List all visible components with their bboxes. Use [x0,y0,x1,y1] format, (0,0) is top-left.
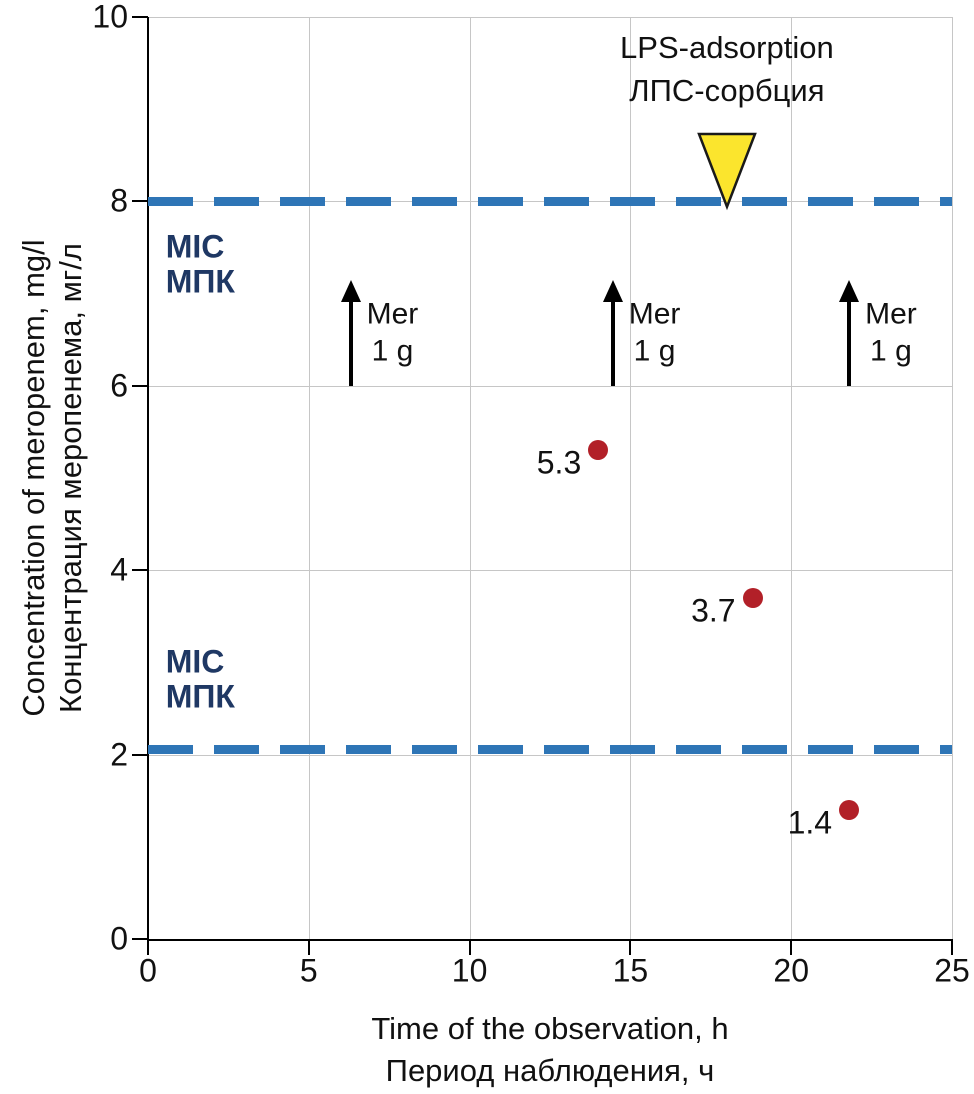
y-axis-title: Concentration of meropenem, mg/l Концент… [15,13,89,943]
gridline-vertical [952,17,953,939]
data-point-label-2: 3.7 [691,592,736,629]
y-axis-line [147,17,149,941]
y-tick-label: 2 [110,736,128,773]
gridline-vertical [630,17,632,939]
y-tick-mark [132,16,148,18]
dose-label-2-line-2: 1 g [633,334,676,368]
mic-label-1-line-1: MIC [165,228,225,265]
x-axis-line [147,939,953,941]
x-tick-mark [629,939,632,955]
dose-label-3-line-1: Mer [865,297,917,331]
y-tick-label: 10 [92,0,128,35]
x-tick-label: 10 [451,952,488,989]
dose-arrow-head-3 [839,279,860,302]
y-tick-label: 0 [110,920,128,957]
dose-arrow-line-2 [610,297,615,386]
mic-label-2-line-1: MIC [165,643,225,680]
dose-label-1-line-2: 1 g [371,334,414,368]
x-axis-title-line-2: Период наблюдения, ч [385,1052,715,1088]
y-tick-label: 6 [110,367,128,404]
event-label-line-1: LPS-adsorption [620,30,834,65]
mic-label-1: MIC МПК [165,228,235,300]
mic-label-1-line-2: МПК [165,263,235,300]
dose-label-3-line-2: 1 g [870,334,912,368]
x-tick-mark [468,939,471,955]
gridline-horizontal [148,385,952,387]
dose-arrow-head-2 [602,279,623,302]
dose-arrow-head-1 [340,279,361,302]
mic-threshold-line-2 [148,744,952,754]
event-label: LPS-adsorption ЛПС-сорбция [620,26,834,113]
dose-label-1-line-1: Mer [366,297,419,331]
gridline-vertical [791,17,793,939]
gridline-horizontal [148,570,952,572]
x-tick-label: 0 [139,952,157,989]
mic-threshold-line-8 [148,196,952,206]
data-point-label-1: 5.3 [536,444,582,481]
x-tick-label: 20 [773,952,809,989]
y-tick-mark [132,569,148,572]
y-tick-label: 8 [110,182,128,219]
dose-label-3: Mer 1 g [865,295,917,370]
data-point-3 [839,799,860,820]
x-tick-label: 25 [934,952,970,989]
gridline-vertical [469,17,471,939]
x-tick-label: 5 [299,952,318,989]
y-tick-mark [132,938,148,940]
x-tick-mark [147,939,149,955]
event-label-line-2: ЛПС-сорбция [629,73,825,109]
data-point-1 [588,440,609,461]
dose-label-1: Mer 1 g [367,295,419,370]
x-tick-mark [790,939,793,955]
y-tick-mark [132,753,148,756]
y-axis-title-line-2: Концентрация меропенема, мг/л [53,243,88,713]
y-tick-label: 4 [110,551,128,588]
y-axis-title-line-1: Concentration of meropenem, mg/l [15,239,51,717]
dose-label-2-line-1: Mer [628,297,681,331]
mic-label-2: MIC МПК [166,644,235,713]
mic-label-2-line-2: МПК [165,677,235,714]
lps-adsorption-marker-icon [697,132,757,211]
x-tick-mark [307,939,310,955]
gridline-vertical [308,17,310,939]
dose-arrow-line-1 [348,297,353,386]
y-tick-mark [132,200,148,203]
gridline-horizontal [148,754,952,756]
x-axis-title: Time of the observation, h Период наблюд… [371,1008,728,1092]
dose-arrow-line-3 [847,297,852,386]
x-tick-mark [951,939,953,955]
data-point-2 [742,587,763,608]
y-tick-mark [132,384,148,387]
x-axis-title-line-1: Time of the observation, h [371,1011,729,1046]
x-tick-label: 15 [612,952,649,989]
gridline-horizontal [148,17,952,18]
data-point-label-3: 1.4 [787,804,833,841]
dose-label-2: Mer 1 g [629,295,681,370]
